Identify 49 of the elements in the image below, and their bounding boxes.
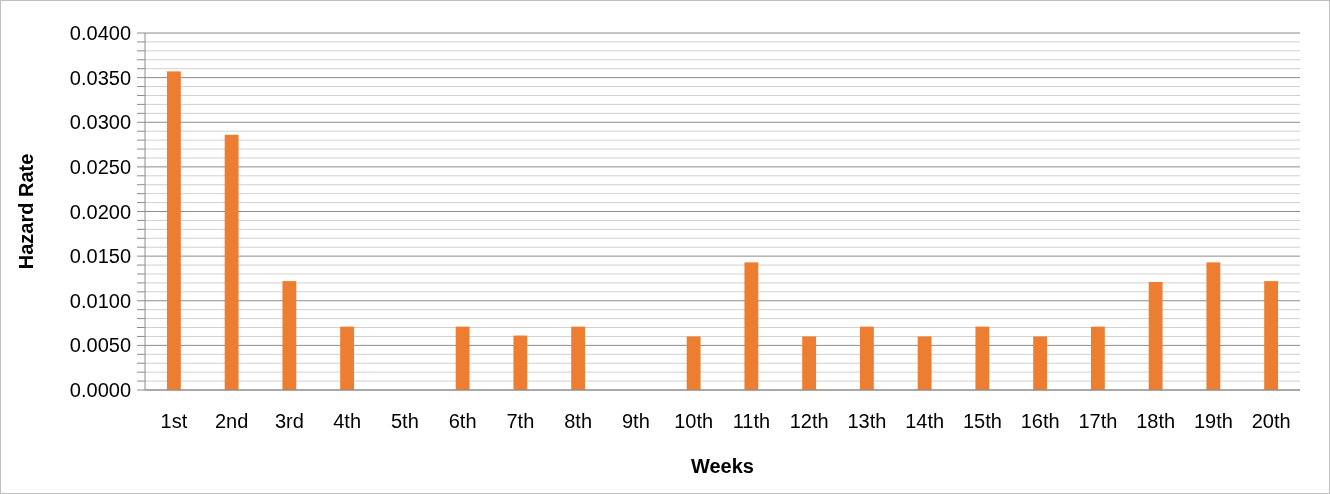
x-tick-label: 15th bbox=[962, 410, 1002, 432]
x-tick-label: 3rd bbox=[274, 410, 304, 432]
x-tick-label: 18th bbox=[1136, 410, 1176, 432]
x-tick-label: 11th bbox=[732, 410, 771, 432]
bar bbox=[166, 71, 181, 390]
x-tick-label: 19th bbox=[1193, 410, 1233, 432]
x-tick-label: 2nd bbox=[214, 410, 249, 432]
bar bbox=[1206, 262, 1221, 390]
y-tick-label: 0.0150 bbox=[69, 245, 131, 268]
bar bbox=[802, 336, 817, 390]
x-tick-label: 12th bbox=[789, 410, 829, 432]
y-tick-label: 0.0000 bbox=[69, 379, 131, 401]
y-tick-label: 0.0100 bbox=[69, 289, 131, 312]
bar bbox=[859, 326, 874, 390]
bar bbox=[1090, 326, 1105, 390]
x-tick-label: 10th bbox=[674, 410, 714, 432]
x-tick-label: 9th bbox=[621, 410, 650, 432]
y-axis-title: Hazard Rate bbox=[15, 153, 37, 270]
x-tick-label: 7th bbox=[506, 410, 535, 432]
x-tick-label: 5th bbox=[390, 410, 419, 432]
x-tick-label: 4th bbox=[333, 410, 362, 432]
y-tick-label: 0.0250 bbox=[69, 155, 131, 178]
bar bbox=[744, 262, 759, 390]
bar bbox=[1264, 281, 1279, 390]
bar bbox=[571, 326, 586, 390]
y-tick-label: 0.0350 bbox=[69, 66, 131, 89]
x-tick-label: 1st bbox=[160, 410, 188, 432]
bar bbox=[282, 281, 297, 390]
bar bbox=[513, 335, 528, 390]
y-tick-label: 0.0200 bbox=[69, 200, 131, 223]
bar bbox=[1148, 282, 1163, 390]
x-tick-label: 8th bbox=[564, 410, 593, 432]
bar bbox=[1033, 336, 1048, 390]
y-tick-label: 0.0050 bbox=[69, 334, 131, 357]
x-tick-label: 14th bbox=[905, 410, 945, 432]
bar bbox=[455, 326, 470, 390]
x-tick-label: 13th bbox=[847, 410, 887, 432]
y-tick-label: 0.0400 bbox=[69, 22, 131, 44]
x-tick-label: 17th bbox=[1078, 410, 1118, 432]
bar bbox=[686, 336, 701, 390]
x-axis-title: Weeks bbox=[690, 455, 755, 477]
y-tick-label: 0.0300 bbox=[69, 111, 131, 134]
bar bbox=[917, 336, 932, 390]
x-tick-label: 20th bbox=[1251, 410, 1291, 432]
bar bbox=[224, 134, 239, 390]
bar bbox=[975, 326, 990, 390]
x-tick-label: 16th bbox=[1020, 410, 1060, 432]
x-tick-label: 6th bbox=[448, 410, 477, 432]
bar bbox=[340, 326, 355, 390]
